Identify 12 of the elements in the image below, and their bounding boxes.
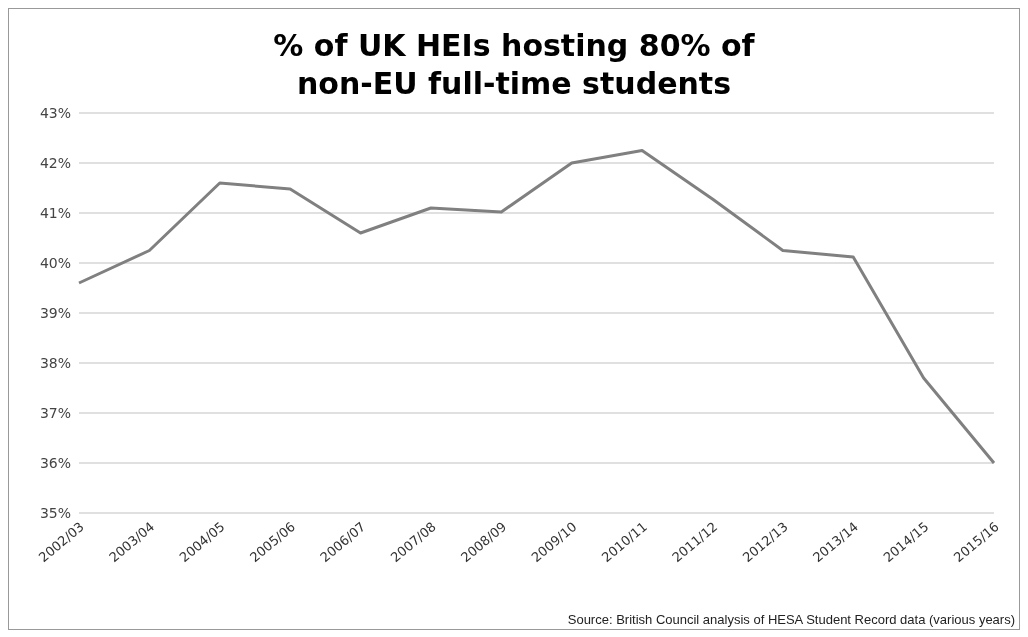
y-tick-label: 43% <box>39 104 71 121</box>
y-tick-label: 41% <box>39 204 71 221</box>
y-tick-label: 35% <box>39 504 71 521</box>
source-note: Source: British Council analysis of HESA Student Record data (various years) <box>567 612 1015 627</box>
chart-title: % of UK HEIs hosting 80% of non-EU full-time students <box>272 27 756 103</box>
y-tick-label: 42% <box>39 154 71 171</box>
y-tick-label: 38% <box>39 354 71 371</box>
y-tick-label: 40% <box>39 254 71 271</box>
y-tick-label: 37% <box>39 404 71 421</box>
y-tick-label: 36% <box>39 454 71 471</box>
y-tick-label: 39% <box>39 304 71 321</box>
line-series <box>77 149 996 465</box>
